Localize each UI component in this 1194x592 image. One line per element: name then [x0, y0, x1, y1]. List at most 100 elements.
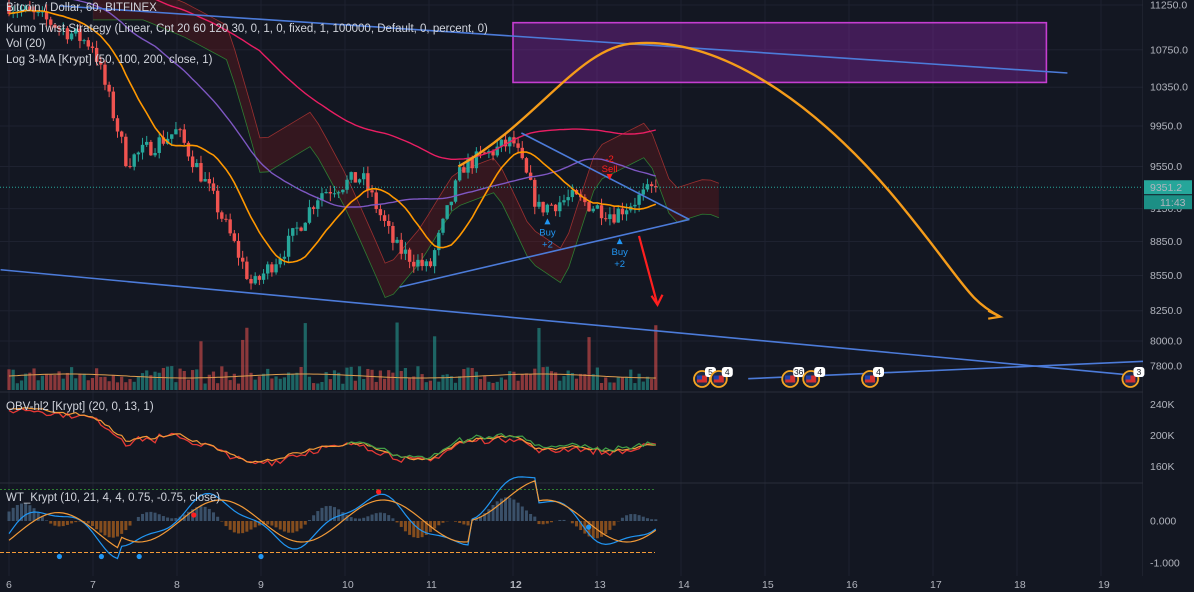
wt-histogram-bar	[316, 511, 320, 521]
wt-histogram-bar	[324, 506, 328, 521]
wt-histogram-bar	[399, 521, 403, 527]
wt-histogram-bar	[549, 521, 553, 523]
wt-histogram-bar	[558, 519, 562, 521]
candle-body	[420, 259, 424, 267]
candle-body	[132, 154, 136, 167]
volume-bar	[474, 371, 478, 390]
volume-ma	[8, 373, 656, 379]
wt-histogram-bar	[153, 512, 157, 521]
candle-body	[303, 222, 307, 231]
volume-bar	[274, 376, 278, 390]
strategy-legend[interactable]: Kumo Twist Strategy (Linear, Cpt 20 60 1…	[6, 23, 488, 35]
price-axis-bg	[1143, 0, 1194, 592]
candle-body	[40, 11, 45, 13]
volume-bar	[249, 372, 253, 390]
candle-body	[407, 249, 412, 262]
candle-body	[524, 158, 529, 173]
price-tick-label: 10750.0	[1150, 44, 1188, 56]
candle-body	[274, 264, 278, 273]
wt-legend[interactable]: WT_Krypt (10, 21, 4, 4, 0.75, -0.75, clo…	[6, 492, 221, 504]
candle-body	[44, 11, 49, 20]
candle-body	[453, 180, 458, 202]
time-tick-label: 6	[6, 579, 12, 591]
candle-body	[445, 205, 449, 219]
wt-histogram-bar	[24, 503, 28, 521]
wt-histogram-bar	[541, 521, 545, 525]
time-tick-label: 19	[1098, 579, 1110, 591]
last-price-label: 9351.2	[1150, 182, 1182, 194]
volume-bar	[332, 370, 337, 390]
volume-bar	[24, 373, 28, 390]
sell-signal-text: -2	[605, 154, 613, 165]
candle-body	[240, 257, 245, 262]
flag-canton	[697, 375, 702, 380]
wt-histogram-bar	[629, 514, 633, 521]
wt-histogram-bar	[7, 511, 11, 521]
wt-histogram-bar	[199, 506, 203, 521]
wt-histogram-bar	[295, 521, 299, 532]
volume-bar	[236, 383, 241, 390]
wt-histogram-bar	[424, 521, 428, 536]
candle-body	[199, 163, 203, 182]
time-tick-label: 7	[90, 579, 96, 591]
candle-body	[207, 178, 211, 184]
volume-bar	[103, 376, 107, 390]
wt-histogram-bar	[341, 512, 345, 521]
candle-body	[307, 207, 312, 223]
candle-body	[19, 9, 24, 12]
candle-body	[637, 194, 641, 205]
wt-histogram-bar	[537, 521, 541, 525]
wt-histogram-bar	[74, 521, 78, 523]
volume-bar	[620, 376, 625, 390]
countdown-tag	[1144, 195, 1192, 210]
price-tick-label: 8850.0	[1150, 236, 1182, 248]
wt-histogram-bar	[186, 511, 190, 521]
wt-histogram-bar	[570, 521, 574, 524]
wt-histogram-bar	[49, 521, 53, 524]
ma-100-line	[72, 0, 656, 208]
buy-signal-text: +2	[614, 259, 625, 270]
volume-bar	[207, 374, 211, 390]
ma-legend[interactable]: Log 3-MA [Krypt] (50, 100, 200, close, 1…	[6, 54, 213, 66]
volume-bar	[241, 339, 245, 390]
candle-body	[316, 200, 320, 209]
candle-body	[624, 210, 629, 215]
wt-histogram-bar	[462, 521, 466, 525]
candle-body	[366, 173, 370, 191]
wt-histogram-bar	[174, 518, 178, 521]
volume-bar	[286, 372, 291, 390]
wt-histogram-bar	[412, 521, 416, 538]
bearish-arrow	[637, 235, 659, 306]
volume-bar	[65, 372, 70, 390]
wt-histogram-bar	[591, 521, 595, 539]
wt-histogram-bar	[237, 521, 241, 534]
wt-histogram-bar	[353, 518, 357, 521]
vol-legend[interactable]: Vol (20)	[6, 38, 46, 50]
candle-body	[215, 190, 220, 213]
candle-body	[249, 278, 253, 284]
volume-bar	[266, 368, 270, 390]
volume-bar	[115, 382, 120, 390]
wt-histogram-bar	[654, 519, 658, 521]
time-tick-label: 16	[846, 579, 858, 591]
volume-bar	[211, 371, 216, 390]
wt-histogram-bar	[291, 521, 295, 533]
wt-histogram-bar	[637, 515, 641, 521]
obv-legend[interactable]: OBV-hl2 [Krypt] (20, 0, 13, 1)	[6, 401, 154, 413]
wt-histogram-bar	[529, 513, 533, 521]
time-tick-label: 10	[342, 579, 354, 591]
sell-signal-text: Sell	[602, 164, 618, 175]
volume-bar	[483, 375, 487, 390]
wt-histogram-bar	[516, 502, 520, 521]
wt-buy-dot	[586, 524, 592, 530]
volume-bar	[40, 375, 44, 390]
volume-bar	[362, 379, 366, 390]
wt-histogram-bar	[203, 506, 207, 521]
candle-body	[545, 204, 550, 213]
flag-canton	[785, 375, 791, 380]
wt-histogram-bar	[78, 521, 82, 522]
volume-bar	[78, 373, 82, 390]
candle-body	[245, 261, 249, 279]
